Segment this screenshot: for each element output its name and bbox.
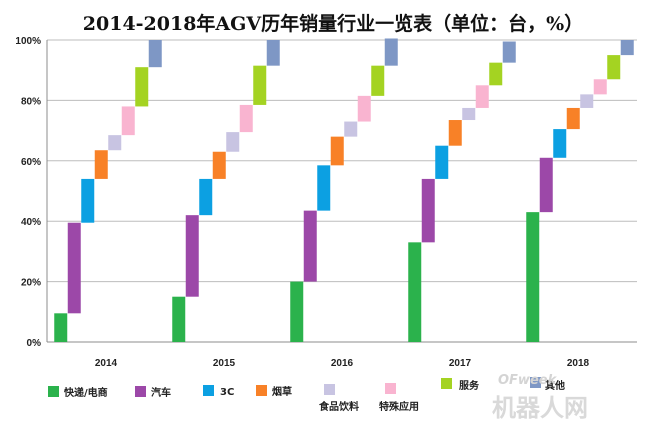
bar-segment [172,296,186,342]
bar-segment [94,150,108,179]
legend-label: 特殊应用 [379,400,419,413]
bar-segment [371,65,385,96]
bar-segment [108,135,122,151]
bar-segment [553,129,567,158]
legend-swatch [324,384,335,395]
x-tick-label: 2014 [95,358,118,369]
legend-label: 3C [220,387,234,398]
x-tick-label: 2017 [449,358,472,369]
bar-segment [462,107,476,121]
y-tick-label: 40% [21,217,41,228]
bar-segment [384,38,398,66]
bar-segment [266,40,280,66]
bar-segment [344,121,358,137]
bar-segment [67,222,81,314]
y-tick-label: 80% [21,96,41,107]
legend-swatch [385,383,396,394]
bars [54,38,634,342]
bar-segment [448,120,462,146]
y-tick-label: 0% [27,338,42,349]
bar-segment [199,178,213,216]
x-tick-label: 2018 [567,358,590,369]
bar-segment [421,178,435,243]
bar-segment [121,106,135,136]
watermark: OFweek 机器人网 [492,373,588,422]
bar-segment [54,313,68,342]
bar-segment [290,281,304,342]
legend-label: 快递/电商 [63,386,108,399]
legend-label: 汽车 [151,386,171,399]
bar-segment [580,94,594,108]
legend-swatch [256,385,267,396]
bar-segment [489,62,503,86]
legend-label: 烟草 [272,385,292,398]
legend-swatch [48,386,59,397]
bar-segment [526,212,540,342]
bar-segment [620,40,634,56]
bar-segment [357,95,371,122]
bar-segment [435,145,449,179]
legend-label: 食品饮料 [318,400,359,413]
x-tick-labels: 2014 2015 2016 2017 2018 [95,358,590,369]
bar-segment [566,107,580,130]
watermark-small-text: OFweek [498,373,558,388]
y-tick-label: 60% [21,157,41,168]
bar-segment [226,132,240,152]
legend-label: 其他 [545,379,565,392]
bar-segment [148,40,162,68]
bar-segment [317,165,331,211]
bar-segment [253,65,267,105]
bar-segment [303,210,317,282]
x-tick-label: 2016 [331,358,354,369]
legend-swatch [135,386,146,397]
bar-segment [607,55,621,80]
legend-swatch [203,385,214,396]
y-tick-labels: 0% 20% 40% 60% 80% 100% [15,36,41,349]
bar-segment [539,157,553,213]
bar-segment [81,178,95,223]
legend-label: 服务 [459,379,480,392]
bar-segment [135,67,149,107]
bar-segment [185,215,199,297]
legend-swatch [530,377,541,388]
bar-segment [330,136,344,166]
chart-title: 2014-2018年AGV历年销量行业一览表（单位：台，%） [83,12,583,35]
y-tick-label: 20% [21,278,41,289]
legend-swatch [441,378,452,389]
bar-segment [593,79,607,95]
x-tick-label: 2015 [213,358,236,369]
bar-segment [239,104,253,133]
bar-segment [502,41,516,63]
bar-segment [475,85,489,108]
watermark-large-text: 机器人网 [492,394,588,422]
y-tick-label: 100% [15,36,41,47]
bar-segment [408,242,422,342]
bar-segment [212,151,226,179]
